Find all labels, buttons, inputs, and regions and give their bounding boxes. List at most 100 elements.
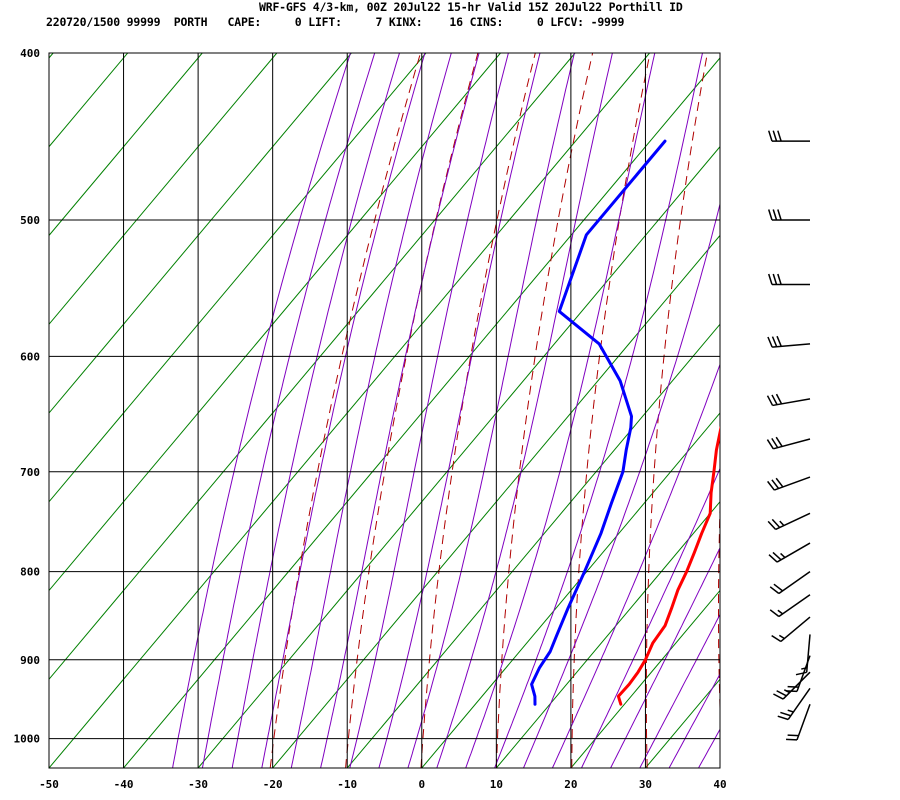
isotherm-line: [495, 500, 720, 768]
wind-barb: [769, 594, 811, 618]
wind-barb: [767, 512, 811, 531]
wind-barb-feather: [775, 477, 784, 488]
wind-barb: [771, 616, 811, 643]
wind-barb-feather: [771, 518, 781, 528]
wind-barb-feather: [766, 439, 774, 450]
wind-barb-feather: [772, 551, 782, 561]
wind-barb-feather: [776, 690, 787, 697]
isotherm-line: [49, 53, 501, 592]
wind-barb-staff: [774, 476, 811, 491]
wind-barb-feather: [772, 130, 778, 142]
pressure-tick-label: 800: [20, 566, 40, 579]
wind-barb-feather: [767, 273, 773, 285]
wind-barb: [767, 273, 810, 286]
wind-barb-staff: [782, 671, 811, 700]
moist-adiabat-line: [639, 613, 720, 768]
isotherm-line: [869, 53, 900, 768]
wind-barb: [769, 571, 811, 595]
wind-barb-feather: [771, 394, 778, 405]
wind-barb-column: [766, 130, 811, 741]
dry-adiabat-line: [856, 53, 880, 768]
axis-tick-labels: 400 500 600 700 800 900 1000 -50 -40 -30 -20 -10 0 10…: [14, 47, 727, 791]
grid: [48, 52, 721, 769]
wind-barb-feather: [771, 336, 778, 348]
isotherm-line: [49, 53, 427, 503]
moist-adiabat-line: [320, 53, 480, 768]
temperature-tick-label: 40: [713, 778, 726, 791]
moist-adiabat-line: [231, 53, 400, 768]
wind-barb-staff: [805, 634, 811, 673]
wind-barb-feather: [769, 586, 780, 595]
wind-barb-staff: [772, 343, 811, 348]
wind-barb-feather: [771, 437, 779, 449]
isotherm-line: [795, 53, 900, 768]
isotherm-line: [49, 53, 650, 768]
isotherm-line: [49, 53, 352, 414]
profile-traces: [530, 139, 720, 706]
dry-adiabat-line: [645, 53, 708, 768]
wind-barb-feather: [771, 634, 782, 643]
wind-barb-staff: [796, 703, 811, 741]
wind-barb-feather: [777, 715, 789, 721]
wind-barb-feather: [776, 335, 782, 347]
moist-adiabat-line: [523, 202, 720, 768]
wind-barb-staff: [776, 542, 811, 563]
moist-adiabat-line: [290, 53, 452, 768]
wind-barb-feather: [780, 552, 786, 559]
wind-barb-feather: [780, 711, 792, 717]
wind-barb-staff: [773, 438, 811, 450]
wind-barb-feather: [767, 520, 777, 530]
temperature-tick-label: -50: [39, 778, 59, 791]
pressure-tick-label: 500: [20, 214, 40, 227]
temperature-tick-label: 0: [418, 778, 425, 791]
isotherm-line: [49, 53, 278, 325]
moist-adiabat-line: [698, 728, 720, 768]
wind-barb-feather: [777, 609, 784, 615]
wind-barb-staff: [772, 398, 811, 407]
wind-barb-feather: [767, 130, 773, 142]
pressure-tick-label: 700: [20, 466, 40, 479]
wind-barb-feather: [773, 583, 784, 592]
isotherm-line: [645, 678, 720, 768]
moist-adiabat-line: [349, 53, 509, 768]
wind-barb-feather: [779, 520, 785, 527]
isotherm-line: [272, 234, 720, 768]
moist-adiabat-line: [261, 53, 426, 768]
dewpoint-trace: [530, 139, 667, 706]
wind-barb-staff: [778, 594, 811, 618]
wind-barb-feather: [766, 395, 774, 406]
temperature-tick-label: 20: [564, 778, 577, 791]
dry-adiabat-line: [571, 53, 651, 768]
wind-barb-feather: [771, 479, 780, 489]
wind-barb: [768, 542, 811, 563]
temperature-trace: [616, 425, 720, 706]
wind-barb: [766, 436, 811, 450]
moist-adiabat-line: [201, 53, 376, 768]
isotherm-line: [49, 53, 576, 681]
moist-adiabat-line: [581, 467, 720, 768]
wind-barb-feather: [769, 609, 780, 618]
dry-adiabat-line: [345, 53, 479, 768]
wind-barb-feather: [795, 671, 807, 676]
moist-adiabat-line: [407, 53, 575, 768]
wind-barb-feather: [775, 436, 783, 447]
moist-adiabat-line: [436, 53, 613, 768]
wind-barb: [767, 335, 811, 348]
wind-barb-feather: [768, 554, 778, 563]
plot-frame: [48, 52, 721, 769]
pressure-tick-label: 900: [20, 654, 40, 667]
temperature-tick-label: -30: [188, 778, 208, 791]
temperature-tick-label: -40: [114, 778, 134, 791]
wind-barb-staff: [775, 512, 811, 531]
dry-adiabat-line: [495, 53, 594, 768]
wind-barb-feather: [767, 336, 773, 348]
chart-title: WRF-GFS 4/3-km, 00Z 20Jul22 15-hr Valid …: [259, 0, 683, 14]
pressure-tick-label: 400: [20, 47, 40, 60]
moist-adiabat-line: [465, 53, 656, 768]
temperature-tick-label: 10: [490, 778, 503, 791]
isotherm-line: [570, 589, 720, 768]
moist-adiabat-line: [551, 363, 720, 768]
wind-barb-feather: [801, 667, 808, 670]
isotherm-line: [346, 323, 720, 768]
